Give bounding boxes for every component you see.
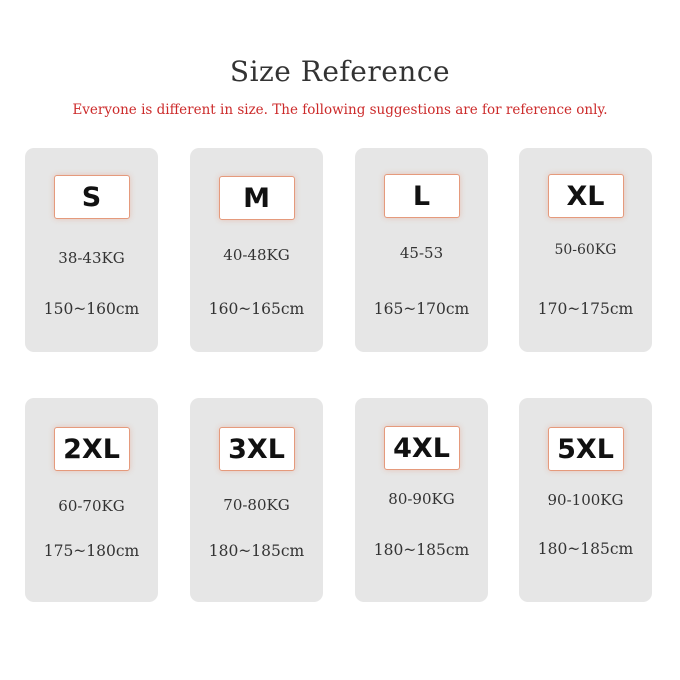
size-card-m: M 40-48KG 160~165cm: [190, 148, 323, 352]
weight-range: 50-60KG: [554, 242, 617, 258]
size-card-l: L 45-53 165~170cm: [355, 148, 488, 352]
page-title: Size Reference: [229, 55, 451, 88]
height-range: 150~160cm: [43, 300, 140, 318]
height-range: 160~165cm: [208, 300, 305, 318]
size-label: S: [53, 175, 130, 219]
weight-range: 90-100KG: [547, 491, 624, 509]
weight-range: 70-80KG: [223, 496, 290, 514]
weight-range: 60-70KG: [58, 497, 125, 515]
height-range: 165~170cm: [373, 300, 470, 318]
page-subtitle: Everyone is different in size. The follo…: [72, 102, 608, 118]
height-range: 180~185cm: [373, 541, 470, 559]
size-label: 4XL: [383, 426, 460, 470]
size-card-3xl: 3XL 70-80KG 180~185cm: [190, 398, 323, 602]
weight-range: 38-43KG: [58, 249, 125, 267]
height-range: 170~175cm: [537, 300, 634, 318]
height-range: 180~185cm: [208, 542, 305, 560]
size-card-2xl: 2XL 60-70KG 175~180cm: [25, 398, 158, 602]
weight-range: 45-53: [399, 244, 444, 262]
weight-range: 40-48KG: [223, 246, 290, 264]
size-label: L: [383, 174, 460, 218]
size-label: XL: [547, 174, 624, 218]
size-card-xl: XL 50-60KG 170~175cm: [519, 148, 652, 352]
size-label: 2XL: [53, 427, 130, 471]
size-card-s: S 38-43KG 150~160cm: [25, 148, 158, 352]
size-label: 3XL: [218, 427, 295, 471]
height-range: 175~180cm: [43, 542, 140, 560]
height-range: 180~185cm: [537, 540, 634, 558]
size-label: 5XL: [547, 427, 624, 471]
size-card-5xl: 5XL 90-100KG 180~185cm: [519, 398, 652, 602]
size-label: M: [218, 176, 295, 220]
size-card-4xl: 4XL 80-90KG 180~185cm: [355, 398, 488, 602]
weight-range: 80-90KG: [388, 490, 455, 508]
